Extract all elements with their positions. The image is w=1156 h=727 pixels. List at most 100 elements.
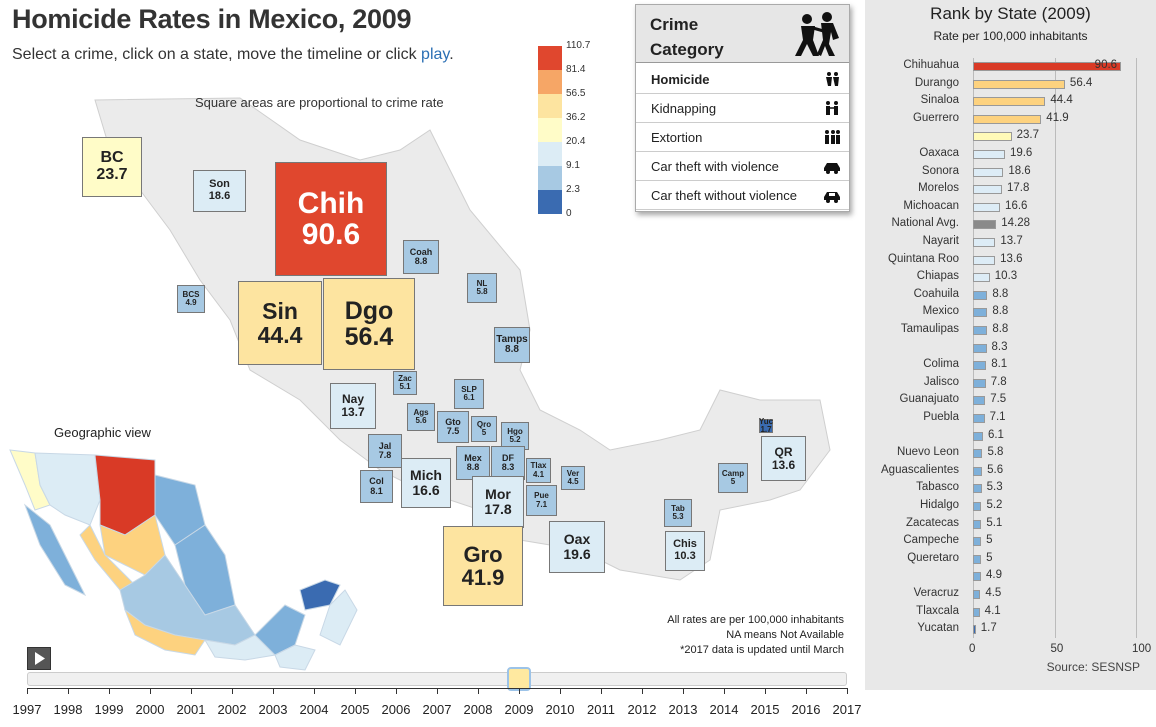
rank-bar[interactable] [973, 202, 1001, 212]
rank-label[interactable]: Sonora [921, 164, 959, 177]
year-label-1999[interactable]: 1999 [94, 702, 124, 717]
state-square-gro[interactable]: Gro 41.9 [443, 526, 523, 606]
rank-bar[interactable] [973, 519, 982, 529]
year-label-2004[interactable]: 2004 [299, 702, 329, 717]
rank-bar[interactable] [973, 466, 983, 476]
state-square-df[interactable]: DF 8.3 [491, 446, 525, 480]
rank-label[interactable]: Queretaro [907, 551, 959, 564]
state-square-mor[interactable]: Mor 17.8 [472, 476, 524, 528]
rank-label[interactable]: Tamaulipas [900, 323, 959, 335]
crime-item-kidnapping[interactable]: Kidnapping [636, 94, 849, 123]
rank-label[interactable]: Guerrero [912, 111, 959, 124]
year-label-2017[interactable]: 2017 [832, 702, 862, 717]
year-label-2015[interactable]: 2015 [750, 702, 780, 717]
rank-label[interactable]: National Avg. [891, 217, 959, 230]
year-label-2002[interactable]: 2002 [217, 702, 247, 717]
rank-label[interactable]: Jalisco [923, 375, 959, 388]
rank-label[interactable]: Zacatecas [905, 516, 959, 529]
crime-item-car-theft[interactable]: Car theft without violence [636, 181, 849, 210]
year-label-1997[interactable]: 1997 [12, 702, 42, 717]
timeline-track[interactable] [27, 672, 847, 686]
rank-bar[interactable] [973, 79, 1065, 89]
state-square-bcs[interactable]: BCS 4.9 [177, 285, 205, 313]
rank-bar[interactable] [973, 185, 1002, 195]
rank-label[interactable]: Mexico [922, 305, 959, 318]
rank-label[interactable]: Oaxaca [919, 147, 959, 159]
state-square-col[interactable]: Col 8.1 [360, 470, 393, 503]
year-label-2012[interactable]: 2012 [627, 702, 657, 717]
state-square-slp[interactable]: SLP 6.1 [454, 379, 484, 409]
state-square-coah[interactable]: Coah 8.8 [403, 240, 439, 274]
state-square-zac[interactable]: Zac 5.1 [393, 371, 417, 395]
state-square-chih[interactable]: Chih 90.6 [275, 162, 387, 276]
state-square-tab[interactable]: Tab 5.3 [664, 499, 692, 527]
rank-bar[interactable] [973, 449, 983, 459]
rank-label[interactable]: Veracruz [913, 587, 959, 599]
rank-label[interactable]: Yucatan [917, 622, 959, 635]
state-square-sin[interactable]: Sin 44.4 [238, 281, 322, 365]
map-gro[interactable] [123, 608, 206, 656]
year-label-2013[interactable]: 2013 [668, 702, 698, 717]
rank-label[interactable]: Hidalgo [920, 499, 959, 511]
state-square-jal[interactable]: Jal 7.8 [368, 434, 402, 468]
rank-label[interactable]: Michoacan [903, 199, 959, 212]
rank-bar[interactable] [973, 220, 997, 230]
rank-label[interactable]: Guanajuato [899, 393, 959, 406]
rank-bar[interactable] [973, 590, 981, 599]
rank-bar[interactable] [973, 326, 988, 335]
year-label-2009[interactable]: 2009 [504, 702, 534, 717]
rank-label[interactable]: Nayarit [922, 235, 959, 247]
rank-label[interactable]: Chiapas [916, 270, 959, 283]
crime-item-extortion[interactable]: Extortion [636, 123, 849, 152]
state-square-chis[interactable]: Chis 10.3 [665, 531, 705, 571]
state-square-nl[interactable]: NL 5.8 [467, 273, 497, 303]
rank-bar[interactable] [973, 238, 996, 247]
state-square-qr[interactable]: QR 13.6 [761, 436, 806, 481]
rank-bar[interactable] [973, 273, 990, 283]
rank-label[interactable]: Chihuahua [903, 59, 959, 71]
state-square-ver[interactable]: Ver 4.5 [561, 466, 585, 490]
rank-bar[interactable] [973, 361, 987, 371]
map-tab-camp[interactable] [254, 604, 306, 656]
rank-bar[interactable] [973, 431, 983, 441]
rank-label[interactable]: Morelos [918, 182, 959, 195]
year-label-2000[interactable]: 2000 [135, 702, 165, 717]
rank-bar[interactable] [973, 414, 985, 423]
state-square-gto[interactable]: Gto 7.5 [437, 411, 469, 443]
state-square-camp[interactable]: Camp 5 [718, 463, 748, 493]
state-square-nay[interactable]: Nay 13.7 [330, 383, 376, 429]
play-button[interactable] [27, 647, 51, 670]
state-square-son[interactable]: Son 18.6 [193, 170, 246, 212]
state-square-pue[interactable]: Pue 7.1 [526, 485, 557, 516]
rank-bar[interactable] [973, 308, 988, 318]
rank-bar[interactable] [973, 484, 982, 494]
map-qr[interactable] [319, 589, 358, 646]
rank-bar[interactable] [973, 150, 1005, 159]
year-label-1998[interactable]: 1998 [53, 702, 83, 717]
map-yuc[interactable] [299, 579, 341, 611]
rank-bar[interactable] [973, 97, 1046, 107]
map-chis[interactable] [274, 644, 316, 671]
rank-bar[interactable] [973, 343, 987, 353]
rank-bar[interactable] [973, 132, 1012, 142]
rank-bar[interactable] [973, 502, 982, 511]
rank-bar[interactable] [973, 255, 996, 265]
rank-bar[interactable] [973, 554, 982, 564]
rank-label[interactable]: Durango [914, 76, 959, 89]
state-square-tamps[interactable]: Tamps 8.8 [494, 327, 530, 363]
year-label-2014[interactable]: 2014 [709, 702, 739, 717]
rank-label[interactable]: Tlaxcala [916, 604, 959, 617]
state-square-dgo[interactable]: Dgo 56.4 [323, 278, 415, 370]
state-square-ags[interactable]: Ags 5.6 [407, 403, 435, 431]
state-square-qro[interactable]: Qro 5 [471, 416, 497, 442]
state-square-mex[interactable]: Mex 8.8 [456, 446, 490, 480]
rank-label[interactable]: Quintana Roo [888, 252, 959, 265]
rank-label[interactable]: Sinaloa [920, 94, 959, 107]
state-square-bc[interactable]: BC 23.7 [82, 137, 142, 197]
rank-bar[interactable] [973, 572, 981, 582]
year-label-2005[interactable]: 2005 [340, 702, 370, 717]
rank-label[interactable]: Puebla [923, 411, 959, 423]
play-link[interactable]: play [421, 46, 450, 63]
map-bcs[interactable] [23, 503, 87, 597]
year-label-2010[interactable]: 2010 [545, 702, 575, 717]
